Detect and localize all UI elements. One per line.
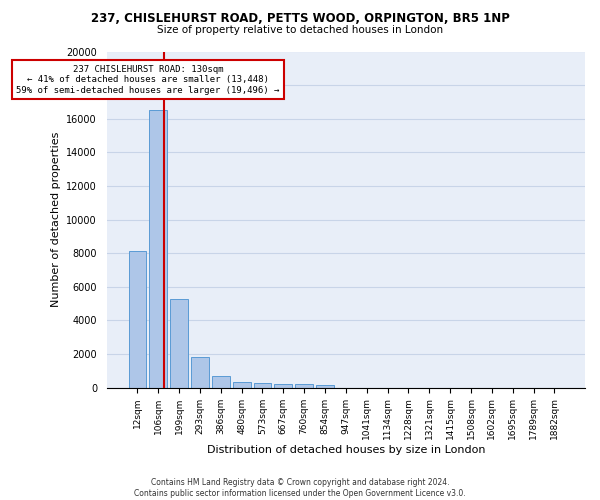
X-axis label: Distribution of detached houses by size in London: Distribution of detached houses by size … xyxy=(206,445,485,455)
Bar xyxy=(149,110,167,388)
Bar xyxy=(170,298,188,388)
Y-axis label: Number of detached properties: Number of detached properties xyxy=(51,132,61,307)
Bar xyxy=(212,376,230,388)
Bar xyxy=(295,384,313,388)
Text: 237, CHISLEHURST ROAD, PETTS WOOD, ORPINGTON, BR5 1NP: 237, CHISLEHURST ROAD, PETTS WOOD, ORPIN… xyxy=(91,12,509,26)
Bar xyxy=(316,384,334,388)
Bar xyxy=(191,356,209,388)
Text: Contains HM Land Registry data © Crown copyright and database right 2024.
Contai: Contains HM Land Registry data © Crown c… xyxy=(134,478,466,498)
Text: 237 CHISLEHURST ROAD: 130sqm
← 41% of detached houses are smaller (13,448)
59% o: 237 CHISLEHURST ROAD: 130sqm ← 41% of de… xyxy=(16,65,280,94)
Bar xyxy=(233,382,251,388)
Bar xyxy=(254,383,271,388)
Text: Size of property relative to detached houses in London: Size of property relative to detached ho… xyxy=(157,25,443,35)
Bar xyxy=(128,252,146,388)
Bar xyxy=(274,384,292,388)
